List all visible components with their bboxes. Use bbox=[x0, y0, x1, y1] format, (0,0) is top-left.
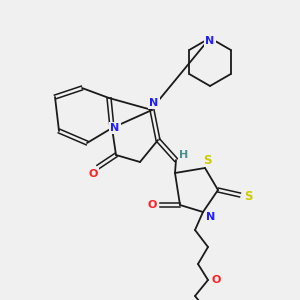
Text: O: O bbox=[88, 169, 98, 179]
Text: S: S bbox=[244, 190, 252, 203]
Text: N: N bbox=[206, 36, 214, 46]
Text: N: N bbox=[206, 212, 216, 222]
Text: N: N bbox=[149, 98, 159, 108]
Text: S: S bbox=[203, 154, 211, 166]
Text: O: O bbox=[147, 200, 157, 210]
Text: O: O bbox=[211, 275, 221, 285]
Text: N: N bbox=[110, 123, 120, 133]
Text: H: H bbox=[179, 150, 189, 160]
